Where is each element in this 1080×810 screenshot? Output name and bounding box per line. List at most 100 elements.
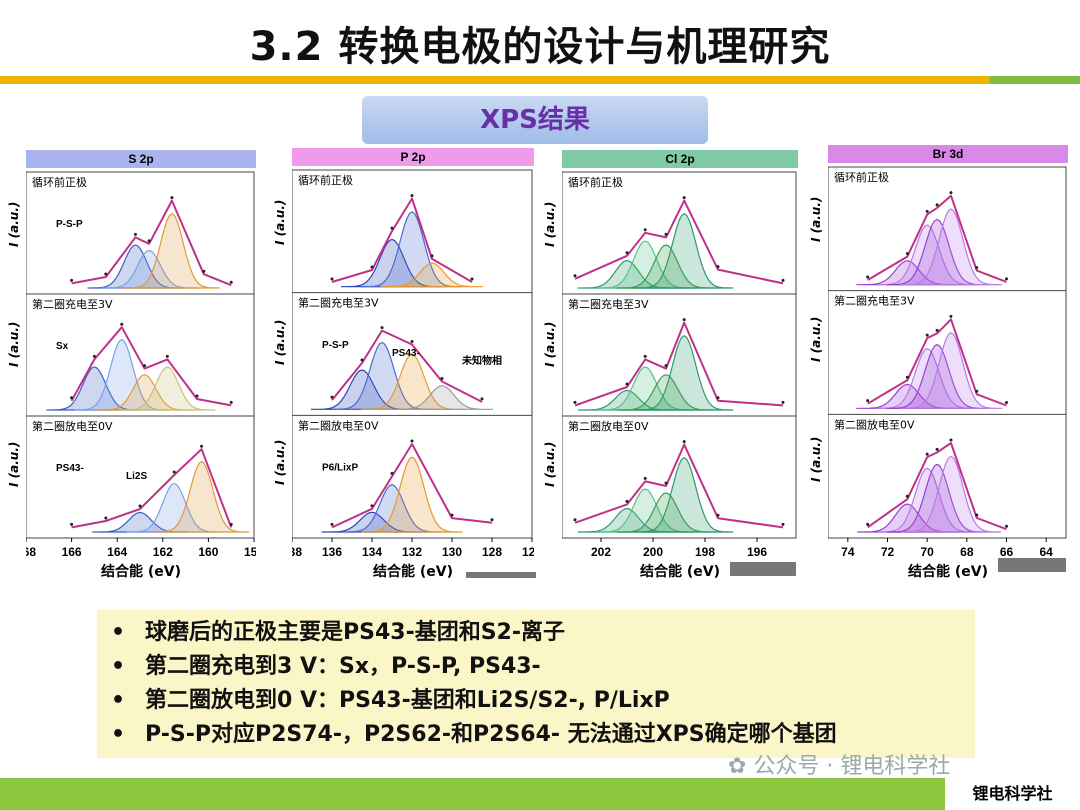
data-point — [147, 239, 151, 243]
row-label: 第二圈充电至3V — [32, 297, 113, 311]
panel-tab — [562, 150, 798, 168]
data-point — [925, 452, 929, 456]
data-point — [925, 209, 929, 213]
fit-component — [73, 338, 170, 411]
fit-component — [119, 366, 216, 411]
x-tick-label: 166 — [62, 545, 82, 559]
x-tick-label: 164 — [107, 545, 127, 559]
summary-item: P-S-P对应P2S74-，P2S62-和P2S64- 无法通过XPS确定哪个基… — [111, 718, 975, 752]
fit-envelope — [331, 329, 483, 403]
data-point — [138, 504, 142, 508]
y-axis-label: I (a.u.) — [273, 199, 287, 245]
gray-bar — [466, 572, 536, 578]
data-point — [195, 394, 199, 398]
fit-component — [900, 455, 1001, 533]
title-underline-accent — [990, 76, 1080, 84]
data-point — [410, 194, 414, 198]
fit-envelope — [331, 197, 473, 283]
data-point — [70, 522, 74, 526]
fit-envelope — [574, 321, 784, 407]
row-label: 第二圈充电至3V — [298, 296, 379, 310]
data-point — [664, 481, 668, 485]
data-point — [370, 504, 374, 508]
xps-chart-svg: S 2p 循环前正极 P-S-P 第二圈充电至3V Sx 第二圈放电至0V PS43- Li2… — [16, 150, 264, 580]
fit-component — [87, 244, 184, 289]
data-point — [490, 518, 494, 522]
data-point — [120, 322, 124, 326]
data-point — [410, 439, 414, 443]
footer-brand: 锂电科学社 — [945, 778, 1080, 810]
y-axis-label: I (a.u.) — [273, 319, 287, 365]
summary-text: 第二圈放电到0 V：PS43-基团和Li2S/S2-, P/LixP — [145, 688, 670, 713]
row-label: 第二圈充电至3V — [568, 297, 649, 311]
peak-annotation: PS43- — [56, 463, 84, 474]
y-axis-label: I (a.u.) — [809, 436, 823, 482]
data-point — [70, 278, 74, 282]
data-point — [172, 470, 176, 474]
data-point — [682, 318, 686, 322]
data-point — [781, 278, 785, 282]
peak-annotation: Sx — [56, 341, 69, 352]
x-axis-label: 结合能 (eV) — [101, 563, 181, 580]
data-point — [370, 265, 374, 269]
data-point — [975, 389, 979, 393]
data-point — [643, 228, 647, 232]
x-tick-label: 160 — [198, 545, 218, 559]
panel-tab — [828, 145, 1068, 163]
fit-component — [887, 463, 988, 533]
panel-tab-label: S 2p — [128, 152, 153, 166]
fit-component — [596, 240, 695, 289]
data-point — [716, 513, 720, 517]
data-point — [1005, 401, 1008, 405]
panel-tab-label: Br 3d — [933, 147, 964, 161]
data-point — [935, 447, 939, 451]
fit-component — [391, 385, 493, 410]
data-point — [450, 513, 454, 517]
peak-annotation: P-S-P — [322, 340, 349, 351]
summary-item: 第二圈放电到0 V：PS43-基团和Li2S/S2-, P/LixP — [111, 684, 975, 718]
data-point — [625, 382, 629, 386]
data-point — [866, 522, 870, 526]
x-tick-label: 126 — [522, 545, 534, 559]
row-label: 第二圈充电至3V — [834, 294, 915, 308]
data-point — [330, 395, 334, 399]
xps-panel-s2p: S 2p 循环前正极 P-S-P 第二圈充电至3V Sx 第二圈放电至0V PS43- Li2… — [16, 150, 264, 580]
data-point — [975, 513, 979, 517]
wechat-icon: ✿ — [728, 754, 747, 779]
peak-annotation: 未知物相 — [461, 354, 502, 367]
data-point — [229, 522, 233, 526]
title-underline — [0, 76, 1080, 84]
fit-component — [635, 456, 734, 533]
x-tick-label: 136 — [322, 545, 342, 559]
x-tick-label: 138 — [292, 545, 302, 559]
page-title: 3.2 转换电极的设计与机理研究 — [249, 24, 831, 70]
data-point — [716, 265, 720, 269]
y-axis-label: I (a.u.) — [543, 441, 557, 487]
fit-component — [153, 460, 250, 533]
data-point — [170, 196, 174, 200]
fit-component — [616, 374, 716, 411]
data-point — [470, 277, 474, 281]
x-tick-label: 158 — [244, 545, 256, 559]
fit-component — [855, 260, 959, 286]
summary-text: 第二圈充电到3 V：Sx，P-S-P, PS43- — [145, 654, 541, 679]
fit-envelope — [574, 199, 784, 285]
x-tick-label: 200 — [643, 545, 663, 559]
data-point — [625, 251, 629, 255]
summary-text: P-S-P对应P2S74-，P2S62-和P2S64- 无法通过XPS确定哪个基… — [145, 722, 837, 747]
row-label: 循环前正极 — [298, 173, 353, 187]
x-axis-label: 结合能 (eV) — [373, 563, 453, 580]
data-point — [200, 444, 204, 448]
gray-bar — [998, 558, 1066, 572]
fit-component — [635, 334, 734, 411]
data-point — [573, 400, 577, 404]
data-point — [682, 440, 686, 444]
x-axis-label: 结合能 (eV) — [908, 563, 988, 580]
gray-bar — [730, 562, 796, 576]
y-axis-label: I (a.u.) — [7, 201, 21, 247]
x-axis-label: 结合能 (eV) — [640, 563, 720, 580]
y-axis-label: I (a.u.) — [543, 201, 557, 247]
summary-text: 球磨后的正极主要是PS43-基团和S2-离子 — [145, 620, 565, 645]
